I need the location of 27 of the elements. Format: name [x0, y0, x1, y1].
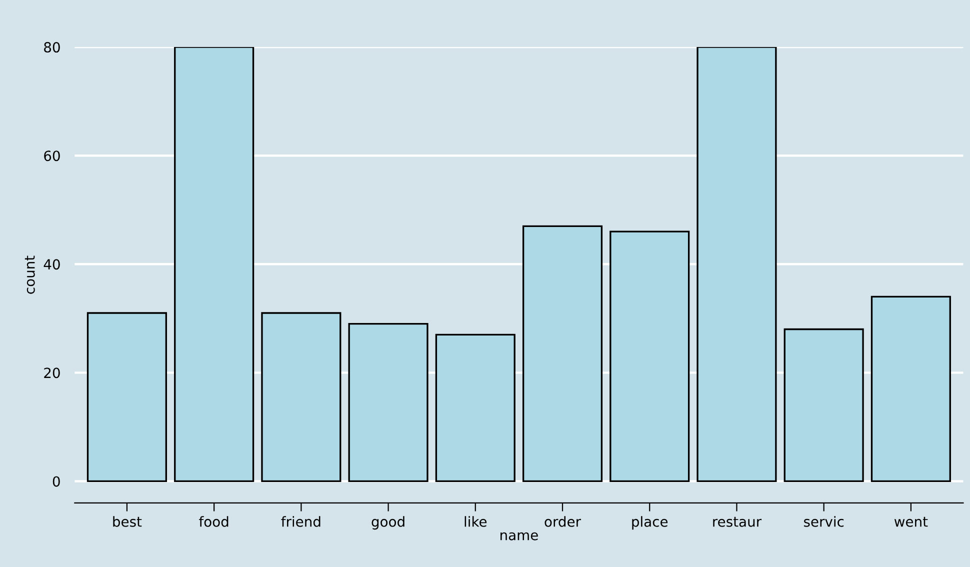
x-tick-label: restaur [713, 516, 762, 527]
bar [174, 47, 254, 482]
x-tick-label: food [199, 516, 228, 527]
y-tick-label: 20 [44, 368, 60, 378]
bar [870, 296, 951, 482]
bar [784, 328, 864, 482]
x-tick-label: friend [281, 516, 320, 527]
x-tick-label: place [632, 516, 668, 530]
x-tick-label: like [464, 516, 487, 527]
y-tick-label: 0 [52, 476, 60, 487]
bar [610, 230, 690, 482]
y-axis-title: count [24, 256, 35, 294]
bar [86, 312, 167, 482]
x-tick-label: servic [804, 516, 844, 527]
x-tick-label: best [113, 516, 142, 527]
x-tick-label: good [372, 516, 404, 530]
bar [522, 225, 603, 482]
x-tick-label: went [894, 516, 928, 527]
y-tick-label: 80 [44, 42, 60, 53]
x-tick-label: order [544, 516, 582, 527]
y-tick-label: 40 [44, 259, 60, 270]
bar [348, 323, 428, 482]
y-tick-label: 60 [44, 150, 60, 162]
bar [696, 47, 777, 482]
bar [435, 334, 516, 482]
bar [261, 312, 342, 482]
x-axis-title: name [500, 532, 538, 540]
